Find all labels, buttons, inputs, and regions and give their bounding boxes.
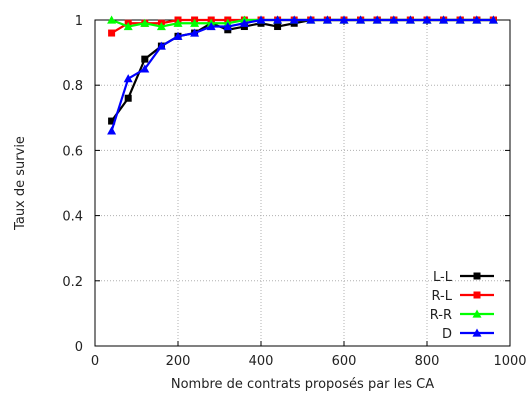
data-point-d <box>273 15 283 24</box>
x-tick-label: 200 <box>166 354 191 369</box>
x-tick-label: 0 <box>91 354 99 369</box>
data-point-r-r <box>140 18 150 27</box>
data-point-d <box>190 28 200 37</box>
series-d <box>107 15 498 135</box>
data-point-d <box>156 41 166 50</box>
legend: L-L R-L R-R D <box>430 270 494 342</box>
data-point-r-r <box>123 22 133 31</box>
data-point-d <box>239 18 249 27</box>
x-tick-label: 400 <box>249 354 274 369</box>
data-point-d <box>306 15 316 24</box>
x-tick-label: 800 <box>415 354 440 369</box>
data-point-d <box>140 64 150 73</box>
data-point-r-r <box>173 18 183 27</box>
y-tick-label: 0.6 <box>62 144 83 159</box>
legend-marker-r-l <box>473 291 481 299</box>
data-point-d <box>389 15 399 24</box>
legend-label-r-l: R-L <box>432 289 453 304</box>
legend-label-l-l: L-L <box>433 270 453 285</box>
data-point-d <box>256 15 266 24</box>
y-tick-label: 0.4 <box>62 210 83 225</box>
series-line-l-l <box>110 18 494 122</box>
data-point-l-l <box>141 55 149 63</box>
legend-label-r-r: R-R <box>430 308 452 323</box>
data-point-d <box>422 15 432 24</box>
legend-marker-l-l <box>473 272 481 280</box>
data-point-r-r <box>107 15 117 24</box>
x-tick-label: 600 <box>332 354 357 369</box>
data-point-d <box>372 15 382 24</box>
series-line-d <box>110 18 494 132</box>
data-point-d <box>289 15 299 24</box>
y-tick-label: 0.2 <box>62 275 83 290</box>
grid-lines <box>95 20 510 346</box>
data-point-d <box>439 15 449 24</box>
x-axis-label: Nombre de contrats proposés par les CA <box>171 377 434 392</box>
data-point-d <box>405 15 415 24</box>
y-axis-label: Taux de survie <box>13 136 28 231</box>
data-point-l-l <box>274 23 282 31</box>
x-axis-ticks: 0 200 400 600 800 1000 <box>91 20 527 369</box>
data-point-d <box>107 126 117 135</box>
data-point-d <box>223 22 233 31</box>
data-point-d <box>322 15 332 24</box>
data-point-d <box>455 15 465 24</box>
data-point-r-r <box>190 18 200 27</box>
data-point-d <box>339 15 349 24</box>
y-tick-label: 1 <box>75 14 83 29</box>
series-l-l <box>108 16 497 125</box>
legend-marker-d <box>472 328 482 337</box>
data-point-l-l <box>108 117 116 125</box>
data-point-d <box>472 15 482 24</box>
y-tick-label: 0.8 <box>62 79 83 94</box>
series-group <box>107 15 498 135</box>
y-tick-label: 0 <box>75 340 83 355</box>
data-point-d <box>206 22 216 31</box>
data-point-r-l <box>108 29 116 37</box>
data-point-l-l <box>124 94 132 102</box>
y-axis-ticks: 0 0.2 0.4 0.6 0.8 1 <box>62 14 510 355</box>
x-tick-label: 1000 <box>493 354 526 369</box>
data-point-d <box>488 15 498 24</box>
data-point-r-r <box>156 22 166 31</box>
legend-marker-r-r <box>472 309 482 318</box>
data-point-d <box>173 31 183 40</box>
data-point-d <box>123 74 133 83</box>
legend-label-d: D <box>442 327 452 342</box>
data-point-d <box>356 15 366 24</box>
